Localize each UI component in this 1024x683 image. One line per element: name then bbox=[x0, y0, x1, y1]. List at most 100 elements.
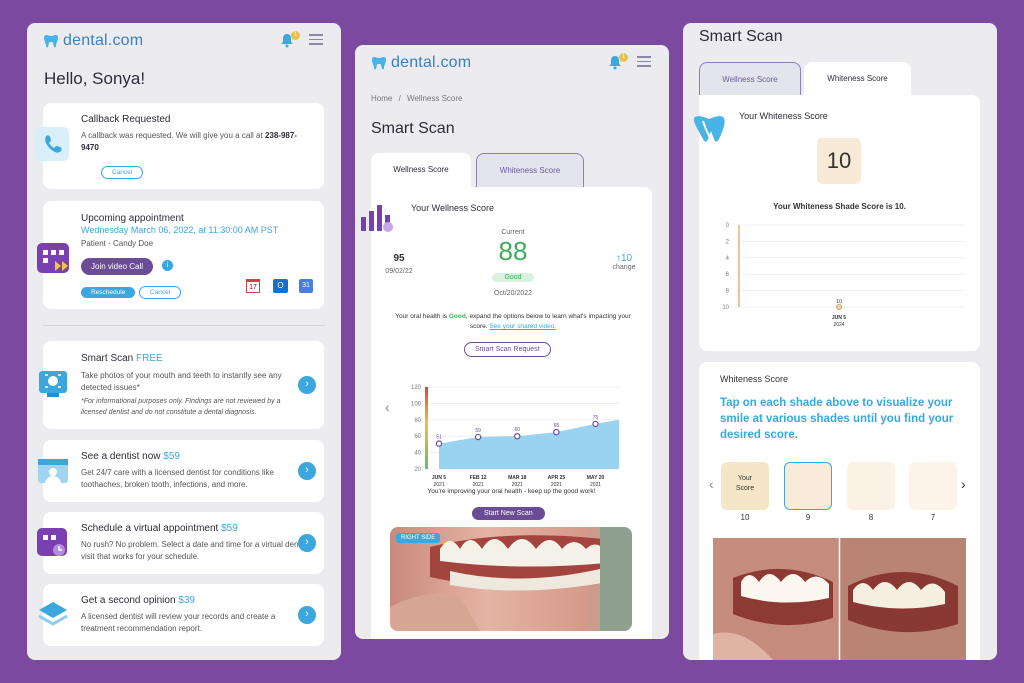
y-tick-label: 8 bbox=[726, 289, 730, 295]
y-tick-label: 2 bbox=[726, 239, 730, 245]
service-name: Schedule a virtual appointment bbox=[81, 523, 219, 534]
x-tick-label: JUN 5 bbox=[432, 475, 446, 481]
previous-score-value: 95 bbox=[393, 253, 405, 264]
data-label: 10 bbox=[836, 299, 842, 305]
notification-bell-icon[interactable]: 1 bbox=[607, 53, 628, 72]
gcal-day: 31 bbox=[302, 282, 310, 289]
x-tick-year: 2021 bbox=[551, 482, 562, 488]
hamburger-menu-icon[interactable] bbox=[637, 56, 651, 70]
status-badge: Good bbox=[492, 273, 534, 282]
start-new-scan-button[interactable]: Start New Scan bbox=[472, 507, 545, 520]
chevron-right-icon[interactable]: › bbox=[298, 606, 316, 624]
service-card-virtual-appointment[interactable]: Schedule a virtual appointment $59 No ru… bbox=[37, 512, 324, 574]
greeting: Hello, Sonya! bbox=[44, 69, 146, 88]
tap-instructions: Tap on each shade above to visualize you… bbox=[720, 397, 954, 441]
y-tick-label: 6 bbox=[726, 272, 730, 278]
chevron-right-icon[interactable]: › bbox=[961, 476, 966, 492]
tab-wellness-score[interactable]: Wellness Score bbox=[699, 62, 801, 96]
shade-value: 8 bbox=[868, 513, 874, 522]
appointment-card: Upcoming appointment Wednesday March 06,… bbox=[37, 201, 324, 309]
service-title: Schedule a virtual appointment $59 bbox=[81, 523, 238, 534]
shade-swatch-10[interactable]: Your Score bbox=[721, 462, 769, 510]
tab-whiteness-score[interactable]: Whiteness Score bbox=[476, 153, 584, 187]
notification-count: 1 bbox=[291, 31, 300, 40]
appointment-patient: Patient - Candy Doe bbox=[81, 239, 154, 248]
shade-swatch-7[interactable] bbox=[909, 462, 957, 510]
breadcrumb-separator: / bbox=[398, 94, 401, 103]
x-tick-year: 2021 bbox=[433, 482, 444, 488]
callback-text: A callback was requested. We will give y… bbox=[81, 130, 313, 154]
teeth-photo: RIGHT SIDE bbox=[390, 527, 632, 631]
info-icon[interactable]: i bbox=[162, 260, 173, 271]
shade-swatch-9[interactable] bbox=[784, 462, 832, 510]
service-card-second-opinion[interactable]: Get a second opinion $39 A licensed dent… bbox=[38, 584, 324, 646]
breadcrumb-home[interactable]: Home bbox=[371, 94, 393, 103]
cancel-appointment-button[interactable]: Cancel bbox=[139, 286, 182, 299]
y-tick-label: 10 bbox=[722, 305, 729, 311]
chevron-left-icon[interactable]: ‹ bbox=[709, 476, 714, 492]
whiteness-score-panel: Smart Scan Wellness Score Whiteness Scor… bbox=[683, 23, 997, 660]
service-price: FREE bbox=[136, 353, 163, 364]
data-point bbox=[592, 420, 599, 428]
shade-value: 10 bbox=[740, 513, 750, 522]
join-video-call-button[interactable]: Join video Call bbox=[81, 258, 154, 275]
x-tick-year: 2024 bbox=[833, 322, 844, 328]
callback-phone: 238-987-9470 bbox=[81, 131, 297, 152]
previous-score: 95 09/02/22 bbox=[379, 253, 419, 275]
tab-whiteness-score[interactable]: Whiteness Score bbox=[804, 62, 911, 96]
data-point bbox=[474, 433, 482, 441]
reschedule-button[interactable]: Reschedule bbox=[81, 287, 136, 298]
tooth-logo-icon bbox=[44, 35, 58, 48]
whiteness-card: Your Whiteness Score 10 Your Whiteness S… bbox=[693, 95, 980, 351]
appointment-title: Upcoming appointment bbox=[81, 213, 184, 224]
chevron-left-icon[interactable]: ‹ bbox=[385, 399, 390, 415]
data-point bbox=[435, 440, 443, 447]
logo[interactable]: dental.com bbox=[43, 32, 143, 50]
logo[interactable]: dental.com bbox=[371, 54, 471, 72]
summary-post: , expand the options below to learn what… bbox=[465, 313, 631, 330]
service-title: See a dentist now $59 bbox=[81, 451, 180, 462]
smart-scan-request-button[interactable]: Smart Scan Request bbox=[464, 342, 551, 357]
data-point bbox=[836, 304, 842, 310]
callback-card: Callback Requested A callback was reques… bbox=[35, 103, 324, 189]
service-title: Smart Scan FREE bbox=[81, 353, 163, 364]
tooth-logo-icon bbox=[372, 57, 386, 70]
chevron-right-icon[interactable]: › bbox=[298, 462, 316, 480]
home-panel: dental.com 1 Hello, Sonya! Callback Requ… bbox=[27, 23, 341, 660]
service-name: See a dentist now bbox=[81, 451, 161, 462]
divider bbox=[43, 325, 325, 326]
service-card-see-dentist[interactable]: See a dentist now $59 Get 24/7 care with… bbox=[38, 440, 324, 502]
cancel-callback-button[interactable]: Cancel bbox=[101, 166, 144, 179]
tooth-icon bbox=[689, 109, 729, 154]
service-price: $59 bbox=[221, 523, 238, 534]
data-point bbox=[553, 428, 560, 436]
y-tick-label: 0 bbox=[726, 223, 730, 229]
outlook-letter: O bbox=[277, 281, 284, 290]
change-number: 10 bbox=[620, 253, 633, 264]
chevron-right-icon[interactable]: › bbox=[298, 376, 316, 394]
teeth-photo-image bbox=[390, 527, 632, 631]
wellness-score-panel: dental.com 1 Home / Wellness Score Smart… bbox=[355, 45, 669, 639]
shared-video-link[interactable]: See your shared video. bbox=[489, 323, 557, 330]
current-label: Current bbox=[501, 229, 525, 236]
logo-text: dental.com bbox=[63, 32, 144, 49]
y-tick-label: 40 bbox=[414, 451, 421, 457]
smile-preview-image bbox=[713, 538, 966, 660]
tab-wellness-score[interactable]: Wellness Score bbox=[371, 153, 471, 187]
service-card-smart-scan[interactable]: Smart Scan FREE Take photos of your mout… bbox=[39, 341, 324, 429]
smile-preview-photo bbox=[713, 538, 966, 660]
shade-swatch-8[interactable] bbox=[847, 462, 895, 510]
notification-bell-icon[interactable]: 1 bbox=[279, 31, 300, 50]
chevron-right-icon[interactable]: › bbox=[298, 534, 316, 552]
page-title: Smart Scan bbox=[371, 120, 455, 137]
outlook-icon[interactable]: O bbox=[273, 279, 288, 293]
y-tick-label: 100 bbox=[411, 401, 422, 407]
service-description: A licensed dentist will review your reco… bbox=[81, 612, 276, 633]
google-calendar-icon[interactable]: 31 bbox=[299, 279, 313, 293]
callback-message: A callback was requested. We will give y… bbox=[81, 131, 263, 140]
add-to-calendar-icon[interactable]: 17 bbox=[246, 279, 260, 293]
service-price: $39 bbox=[178, 595, 195, 606]
health-gradient-bar bbox=[425, 387, 428, 469]
hamburger-menu-icon[interactable] bbox=[309, 34, 323, 48]
